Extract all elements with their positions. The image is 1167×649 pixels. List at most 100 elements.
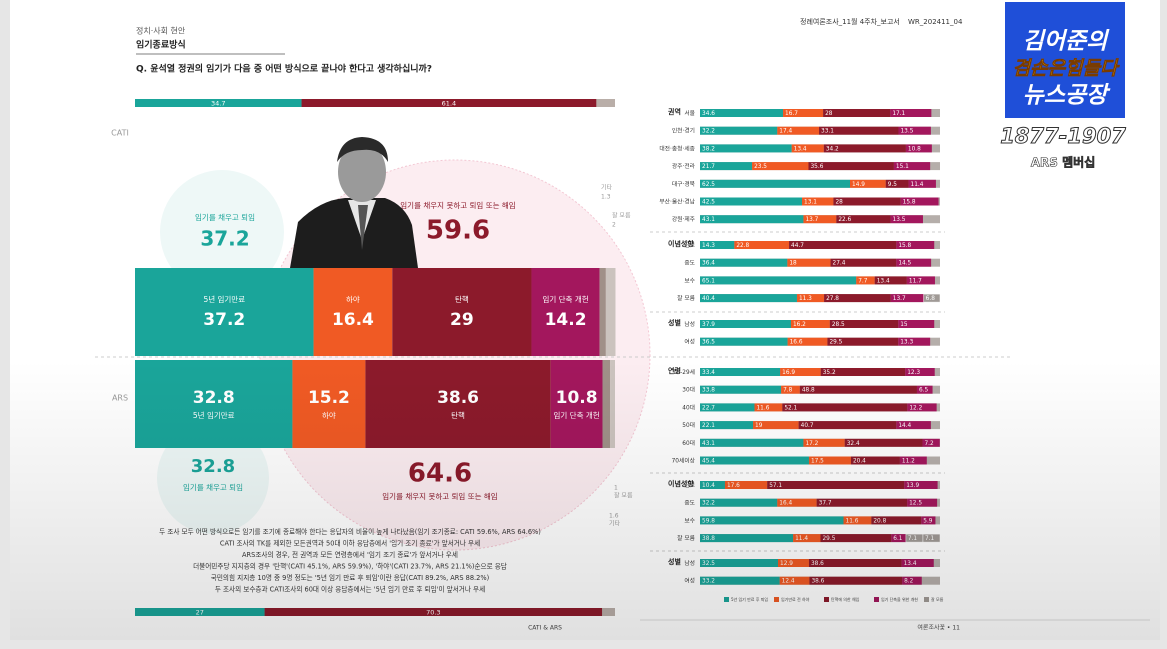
segment xyxy=(916,385,933,394)
segment xyxy=(777,498,817,507)
segment-label: 8.2 xyxy=(904,579,914,585)
segment-label: 38.8 xyxy=(702,536,715,542)
segment xyxy=(700,498,778,507)
segment-label: 40.4 xyxy=(702,296,715,302)
segment xyxy=(922,438,940,447)
segment-name: 5년 임기만료 xyxy=(203,294,245,304)
reference-segment xyxy=(301,99,597,107)
segment-label: 6.1 xyxy=(893,536,903,542)
segment-value: 37.2 xyxy=(203,310,245,330)
segment-label: 6.8 xyxy=(926,296,936,302)
segment-label: 15.8 xyxy=(898,243,911,249)
segment-label: 7.1 xyxy=(925,536,935,542)
segment xyxy=(787,258,831,267)
segment-label: 16.4 xyxy=(779,501,792,507)
legend-swatch xyxy=(924,597,929,602)
segment-label: 27.8 xyxy=(826,296,839,302)
segment-value: 16.4 xyxy=(332,310,374,330)
row-label: 잘 모름 xyxy=(677,294,696,302)
segment-label: 36.5 xyxy=(702,340,715,346)
group-label: 이념성향 xyxy=(668,479,694,488)
segment-label: 13.5 xyxy=(900,129,913,135)
segment xyxy=(850,456,900,465)
segment xyxy=(823,144,906,153)
row-label: 중도 xyxy=(684,260,695,267)
side-name: 잘 모름 xyxy=(614,492,633,500)
segment xyxy=(808,559,902,567)
segment-label: 12.9 xyxy=(780,561,793,567)
segment xyxy=(905,144,932,153)
footer-page: 여론조사꽃 • 11 xyxy=(917,624,960,632)
segment-label: 29.5 xyxy=(829,340,842,346)
segment-label: 16.7 xyxy=(785,111,798,117)
segment-label: 33.8 xyxy=(702,388,715,394)
segment xyxy=(777,126,820,135)
segment-label: 7.2 xyxy=(924,441,934,447)
segment-value: 14.2 xyxy=(545,310,587,330)
group-label: 성별 xyxy=(668,318,681,327)
segment-label: 13.7 xyxy=(893,296,906,302)
segment xyxy=(827,337,899,346)
segment xyxy=(921,516,936,525)
segment xyxy=(885,179,909,188)
segment xyxy=(602,360,611,448)
segment-label: 19 xyxy=(755,423,763,429)
segment xyxy=(550,360,603,448)
survey-label: ARS xyxy=(112,394,128,403)
segment-label: 13.3 xyxy=(900,340,913,346)
row-label: 70세이상 xyxy=(672,457,696,465)
segment xyxy=(605,268,616,356)
segment xyxy=(898,337,931,346)
segment xyxy=(890,294,924,303)
segment xyxy=(871,516,922,525)
segment xyxy=(780,368,821,376)
summary-value: 32.8 xyxy=(191,456,235,477)
segment xyxy=(700,197,802,206)
logo-caption: ARS 멤버십 xyxy=(1031,155,1095,170)
segment-label: 11.2 xyxy=(902,459,915,465)
segment xyxy=(700,421,754,430)
segment xyxy=(896,258,932,267)
segment xyxy=(700,179,850,188)
row-label: 부산·울산·경남 xyxy=(659,198,695,206)
segment-label: 11.7 xyxy=(909,278,922,284)
segment xyxy=(896,421,931,430)
segment xyxy=(700,559,778,567)
topic: 임기종료방식 xyxy=(136,39,186,51)
footer-center: CATI & ARS xyxy=(528,625,562,632)
segment-label: 62.5 xyxy=(702,182,715,188)
teal-circle xyxy=(160,170,284,294)
segment xyxy=(782,403,908,412)
row-label: 30대 xyxy=(682,386,695,394)
segment xyxy=(901,559,934,567)
segment-value: 10.8 xyxy=(556,388,598,408)
segment xyxy=(700,215,804,224)
row-label: 대구·경북 xyxy=(672,180,696,188)
segment-value: 29 xyxy=(450,310,474,330)
segment-label: 18 xyxy=(789,261,797,267)
segment xyxy=(135,268,314,356)
segment-label: 38.2 xyxy=(702,146,715,152)
segment-label: 33.2 xyxy=(702,579,715,585)
side-value: 1.3 xyxy=(601,194,611,201)
group-label: 연령 xyxy=(668,366,681,375)
segment-label: 37.7 xyxy=(819,501,832,507)
segment-label: 27 xyxy=(196,609,204,617)
segment xyxy=(700,276,857,285)
summary-value: 59.6 xyxy=(426,216,490,246)
segment-label: 21.7 xyxy=(702,164,715,170)
segment-label: 42.5 xyxy=(702,200,715,206)
legend-label: 5년 임기 만료 후 퇴임 xyxy=(731,596,768,602)
segment xyxy=(803,215,837,224)
logo-text: 뉴스공장 xyxy=(1023,83,1111,109)
segment-label: 6.5 xyxy=(919,388,929,394)
row-label: 진보 xyxy=(684,481,695,489)
segment-label: 13.7 xyxy=(805,217,818,223)
segment xyxy=(778,559,809,567)
segment-label: 28 xyxy=(835,200,843,206)
segment xyxy=(844,438,923,447)
row-label: 강원·제주 xyxy=(672,215,696,223)
segment-label: 11.3 xyxy=(799,296,812,302)
segment xyxy=(700,320,791,328)
segment xyxy=(809,576,903,585)
